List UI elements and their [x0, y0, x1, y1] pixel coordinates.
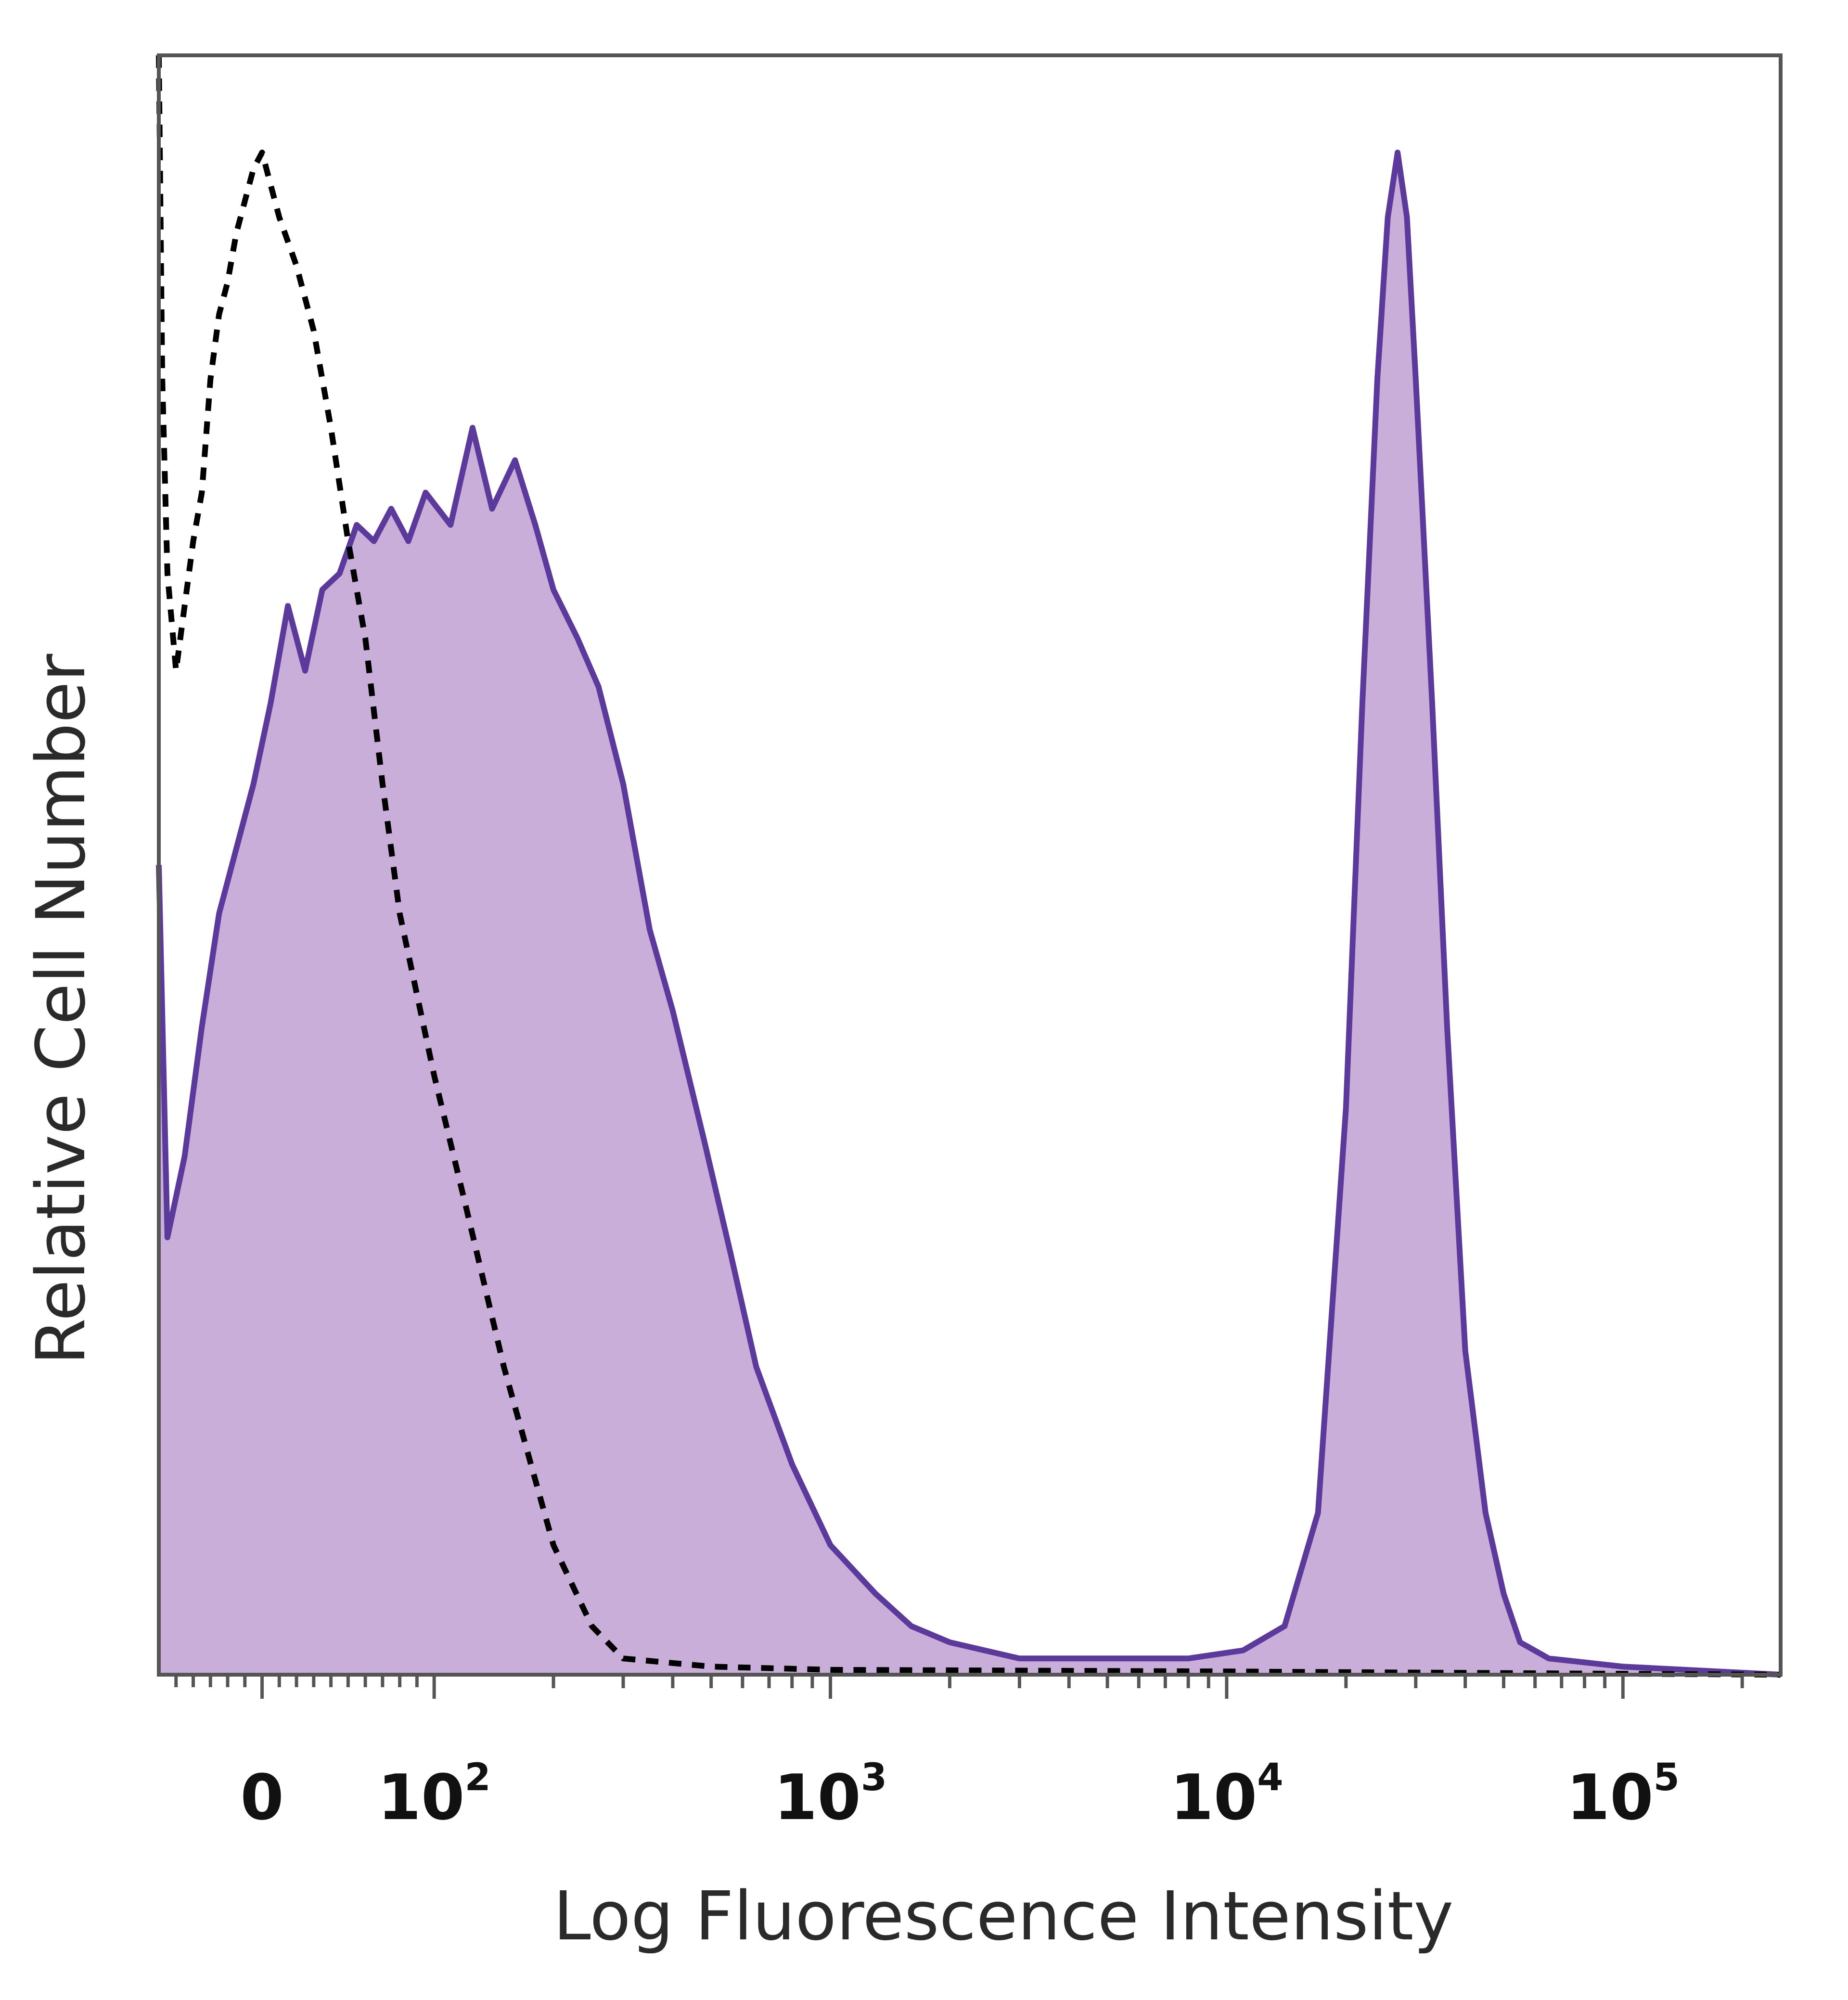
tick-layer	[174, 1675, 1744, 1699]
series-0-area	[159, 152, 1781, 1675]
x-tick-label-0: 0	[240, 1761, 283, 1834]
series-0-line	[156, 149, 1781, 1678]
series-1-dashed-line	[156, 55, 1781, 1678]
series-layer	[156, 55, 1781, 1678]
x-axis-title: Log Fluorescence Intensity	[553, 1877, 1454, 1956]
x-tick-label-4: 105	[1566, 1756, 1680, 1834]
x-tick-label-2: 103	[774, 1756, 887, 1834]
x-tick-label-1: 102	[378, 1756, 491, 1834]
y-axis-title: Relative Cell Number	[22, 654, 101, 1365]
x-tick-label-3: 104	[1170, 1756, 1283, 1834]
plot-frame	[157, 53, 1783, 1677]
tick-label-layer: 0 102 103 104 105	[240, 1756, 1680, 1834]
